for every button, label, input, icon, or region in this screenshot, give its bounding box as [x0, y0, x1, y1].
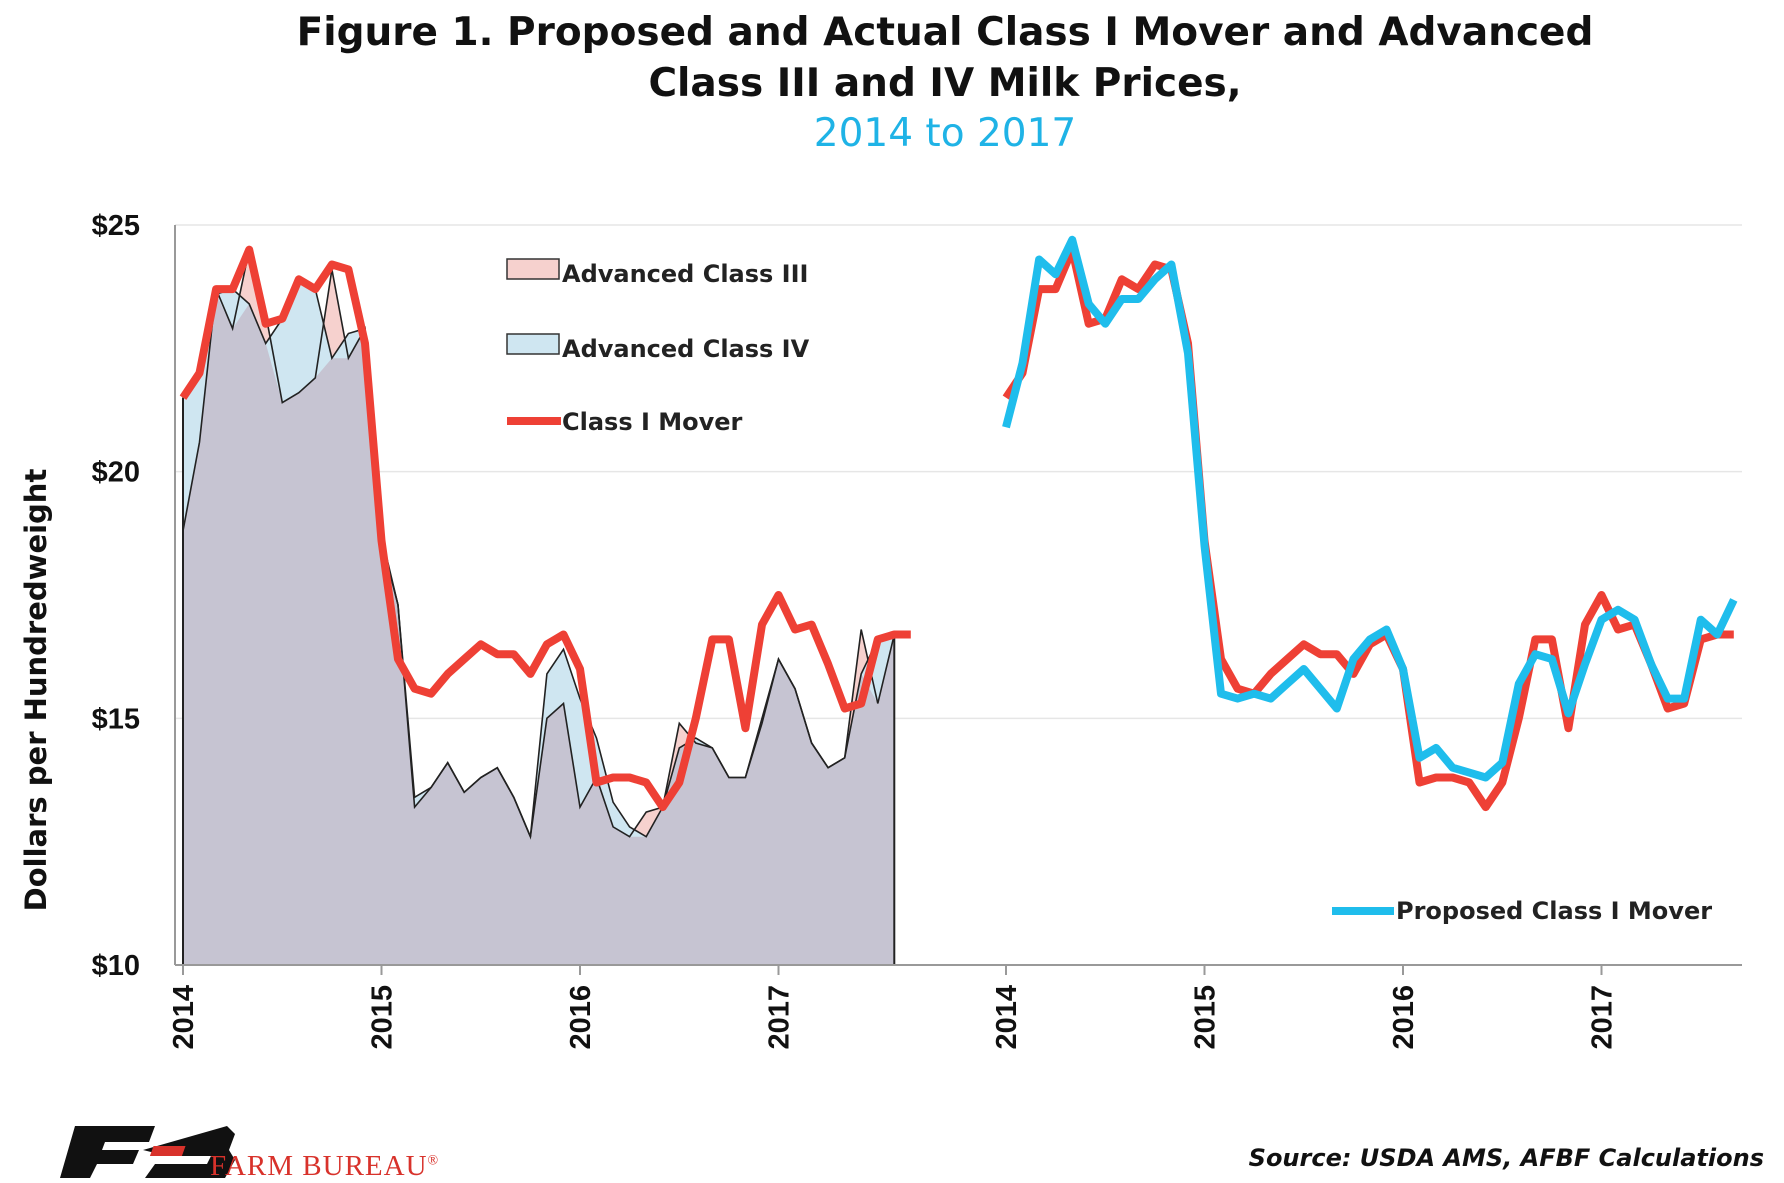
x-tick-label: 2014	[991, 985, 1023, 1050]
logo-mark-f	[60, 1126, 155, 1178]
farm-bureau-logo	[60, 1126, 235, 1178]
legend-swatch-class3	[506, 258, 560, 280]
axes: 2014 2015 2016 2017 2014 2015 2016 2017	[168, 225, 1742, 1050]
chart-subtitle: 2014 to 2017	[813, 111, 1077, 156]
line-class1-mover-left	[179, 245, 911, 812]
source-note: Source: USDA AMS, AFBF Calculations	[1248, 1144, 1764, 1172]
price-chart: $10$15$20$25 2014 2015 2016 2017 2014 2015 201…	[19, 210, 1742, 1050]
x-tick-label: 2014	[168, 985, 200, 1050]
legend-label-class3: Advanced Class III	[562, 260, 808, 288]
y-tick-label: $15	[92, 703, 140, 735]
y-tick-label: $10	[92, 950, 140, 982]
x-tick-label: 2016	[1388, 985, 1420, 1050]
line-class1-mover-right	[1002, 245, 1734, 812]
line-proposed-class1-mover	[1002, 235, 1738, 782]
x-tick-label: 2017	[764, 985, 796, 1050]
chart-title: Figure 1. Proposed and Actual Class I Mo…	[296, 10, 1594, 55]
y-axis-label: Dollars per Hundredweight	[19, 469, 53, 912]
y-tick-label: $25	[92, 210, 140, 242]
legend-label-class4: Advanced Class IV	[562, 335, 810, 363]
x-tick-label: 2017	[1587, 985, 1619, 1050]
x-tick-label: 2015	[367, 985, 399, 1050]
x-tick-label: 2015	[1190, 985, 1222, 1050]
logo-mark-b	[143, 1126, 235, 1178]
legend: Advanced Class III Advanced Class IV Cla…	[506, 258, 1712, 925]
area-overlap	[183, 294, 895, 966]
left-panel	[179, 245, 911, 966]
legend-label-proposed: Proposed Class I Mover	[1396, 897, 1712, 925]
legend-swatch-class4	[506, 333, 560, 355]
x-tick-label: 2016	[565, 985, 597, 1050]
legend-label-class1: Class I Mover	[562, 408, 743, 436]
y-tick-label: $20	[92, 457, 140, 489]
logo-mark-red	[149, 1146, 186, 1156]
chart-title-line2: Class III and IV Milk Prices,	[648, 61, 1242, 106]
right-panel	[1002, 235, 1738, 812]
brand-name: FARM BUREAU®	[210, 1150, 440, 1182]
gridlines: $10 $15 $20 $25	[92, 210, 1742, 982]
